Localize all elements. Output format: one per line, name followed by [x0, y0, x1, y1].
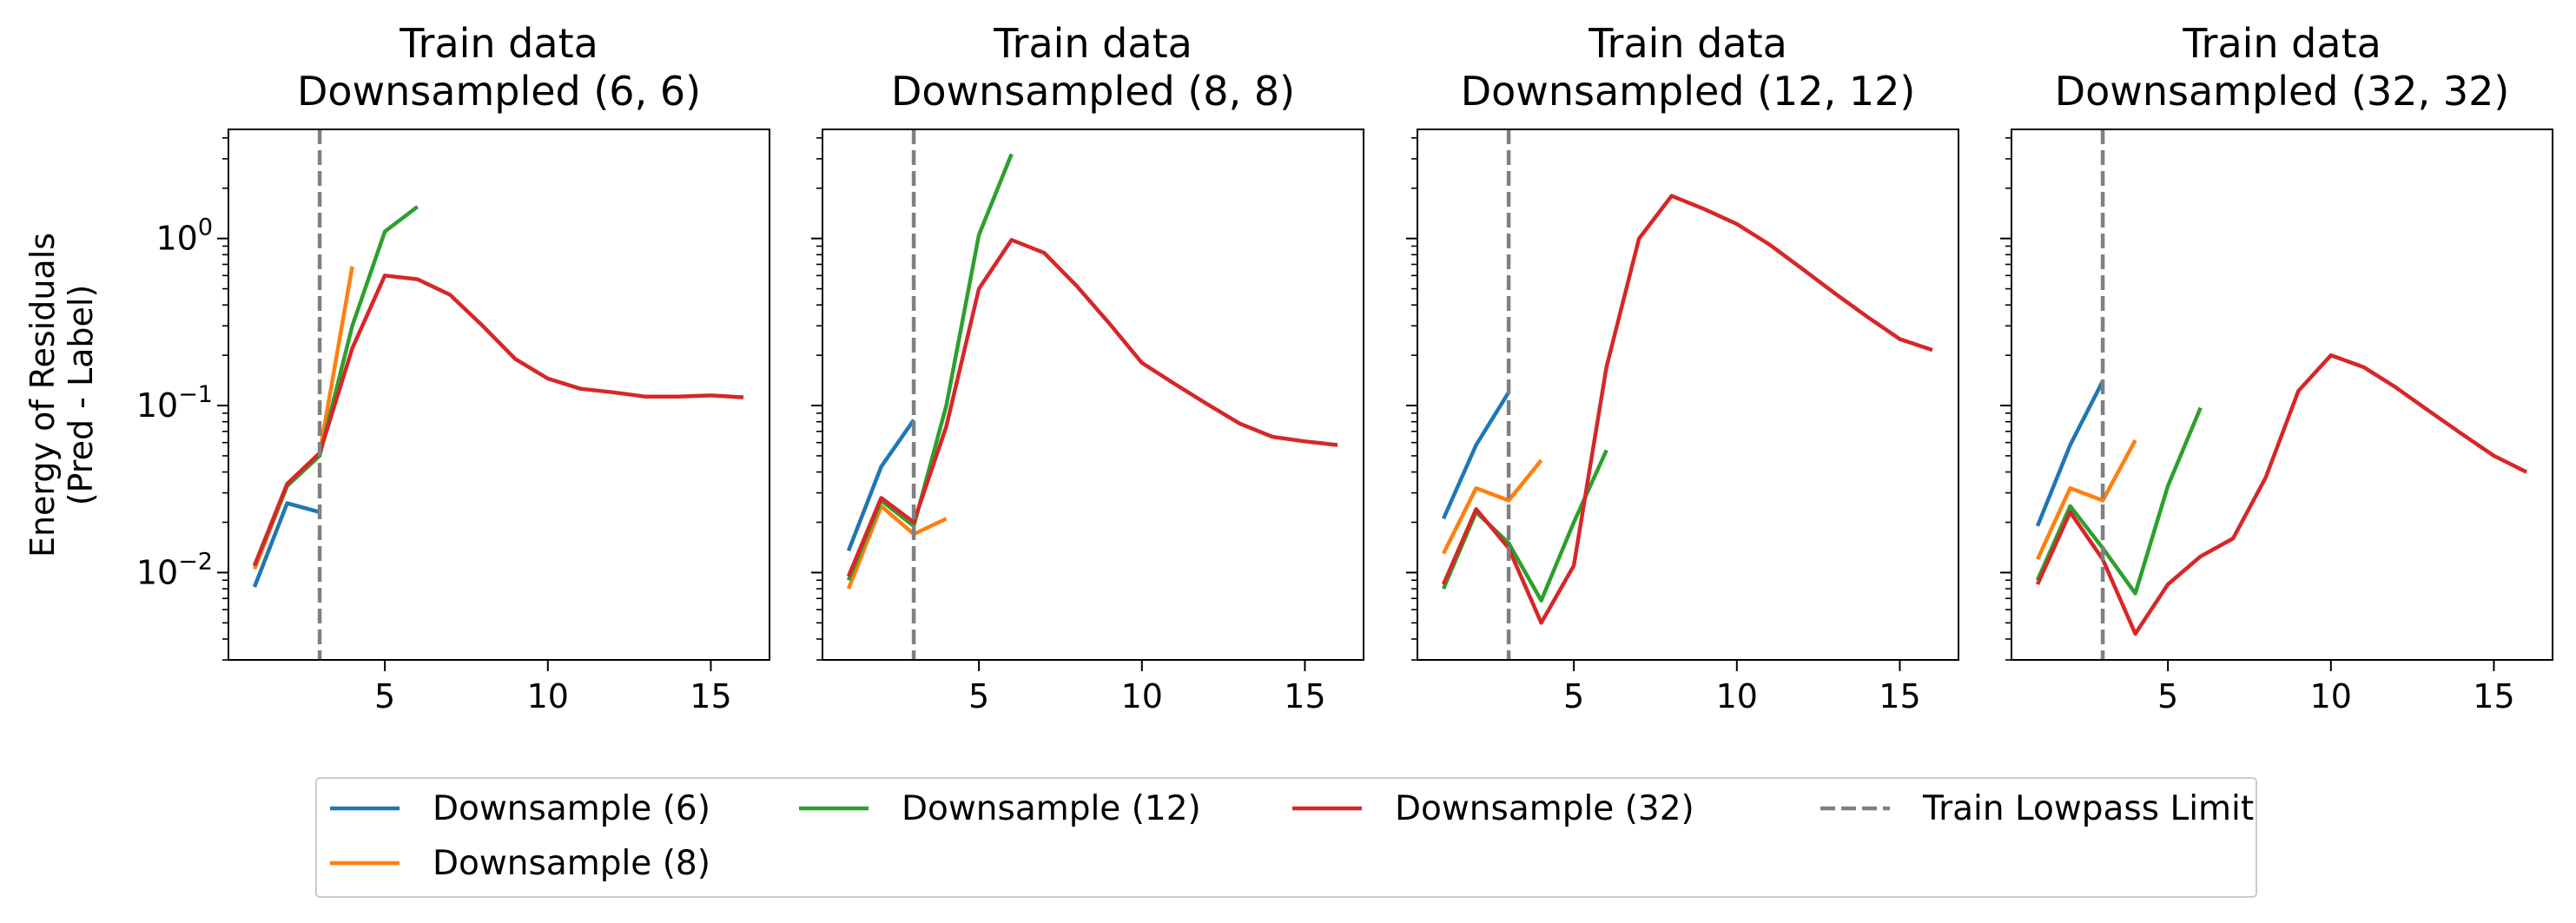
legend-item-train-lowpass-limit: Train Lowpass Limit: [1820, 789, 2254, 828]
plot-area: [846, 129, 1338, 660]
y-tick-label: 10−1: [136, 381, 213, 425]
x-tick-label: 5: [968, 677, 989, 715]
panel-title-line-2: Downsampled (8, 8): [891, 68, 1295, 115]
panel-title-line-2: Downsampled (12, 12): [1461, 68, 1916, 115]
plot-area: [2035, 129, 2528, 660]
panel-title-line-1: Train data: [1588, 20, 1787, 67]
x-tick-label: 15: [1284, 677, 1325, 715]
x-tick-label: 15: [1879, 677, 1920, 715]
y-axis-label-line-2: (Pred - Label): [62, 285, 100, 506]
legend-label: Train Lowpass Limit: [1922, 789, 2254, 828]
series-line-downsample-6: [1441, 391, 1511, 520]
x-tick-label: 5: [374, 677, 395, 715]
legend-label: Downsample (6): [433, 789, 710, 828]
series-line-downsample-6: [846, 419, 915, 552]
series-line-downsample-12: [2035, 406, 2203, 596]
plot-area: [252, 129, 744, 660]
legend: Downsample (6) Downsample (12) Downsample …: [315, 777, 2257, 898]
legend-item-downsample-8: Downsample (8): [330, 844, 710, 883]
series-line-downsample-32: [846, 238, 1338, 577]
series-line-downsample-8: [2035, 438, 2137, 561]
series-line-downsample-32: [252, 274, 744, 567]
y-axis-label-line-1: Energy of Residuals: [23, 233, 62, 557]
legend-label: Downsample (12): [902, 789, 1201, 828]
axes-frame: [2011, 129, 2553, 661]
series-line-downsample-8: [1441, 458, 1543, 555]
y-tick-label: 10−2: [136, 548, 213, 591]
x-tick-label: 10: [1121, 677, 1163, 715]
axes-frame: [822, 129, 1364, 661]
x-tick-label: 15: [690, 677, 731, 715]
series-line-downsample-6: [252, 501, 320, 588]
series-line-downsample-32: [1441, 194, 1933, 625]
legend-label: Downsample (32): [1395, 789, 1694, 828]
y-tick-label: 100: [155, 214, 213, 258]
series-line-downsample-8: [846, 504, 948, 590]
x-tick-label: 15: [2473, 677, 2514, 715]
x-tick-label: 5: [2157, 677, 2178, 715]
x-tick-label: 10: [2310, 677, 2352, 715]
legend-item-downsample-32: Downsample (32): [1292, 789, 1694, 828]
series-line-downsample-6: [2035, 379, 2105, 527]
panel-title-line-2: Downsampled (32, 32): [2055, 68, 2510, 115]
axes-frame: [1417, 129, 1959, 661]
panel-title-line-1: Train data: [993, 20, 1192, 67]
panel-title-line-2: Downsampled (6, 6): [297, 68, 701, 115]
legend-item-downsample-12: Downsample (12): [799, 789, 1201, 828]
x-tick-label: 10: [1716, 677, 1758, 715]
panel-title-line-1: Train data: [2182, 20, 2381, 67]
y-axis-label: Energy of Residuals (Pred - Label): [23, 233, 100, 557]
legend-item-downsample-6: Downsample (6): [330, 789, 710, 828]
x-tick-label: 5: [1563, 677, 1584, 715]
axes-frame: [228, 129, 770, 661]
plot-area: [1441, 129, 1933, 660]
legend-label: Downsample (8): [433, 844, 710, 883]
x-tick-label: 10: [527, 677, 569, 715]
panel-title-line-1: Train data: [399, 20, 598, 67]
series-line-downsample-32: [2035, 353, 2528, 636]
